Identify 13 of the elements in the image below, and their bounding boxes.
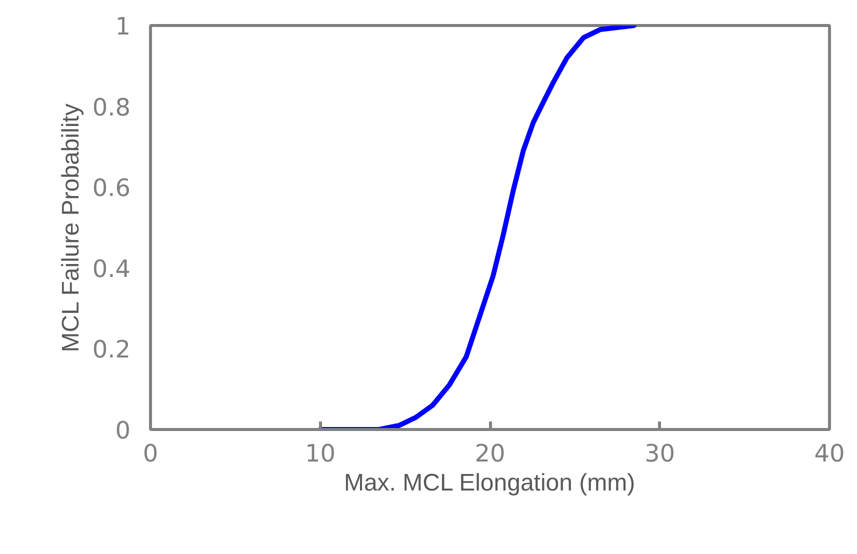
y-axis-title: MCL Failure Probability bbox=[57, 104, 84, 352]
y-tick-label: 0.4 bbox=[92, 254, 131, 283]
x-tick-label: 0 bbox=[142, 440, 158, 468]
y-tick-label: 0.8 bbox=[92, 93, 131, 122]
y-tick-label: 0 bbox=[115, 416, 131, 444]
y-tick-label: 0.2 bbox=[92, 336, 131, 364]
x-tick-label: 30 bbox=[644, 440, 676, 468]
x-tick-label: 10 bbox=[304, 440, 336, 468]
x-tick-label: 20 bbox=[474, 440, 506, 468]
y-tick-label: 1 bbox=[115, 12, 131, 40]
x-tick-label: 40 bbox=[814, 440, 845, 468]
y-tick-label: 0.6 bbox=[92, 174, 131, 202]
x-axis-title: Max. MCL Elongation (mm) bbox=[344, 470, 636, 496]
